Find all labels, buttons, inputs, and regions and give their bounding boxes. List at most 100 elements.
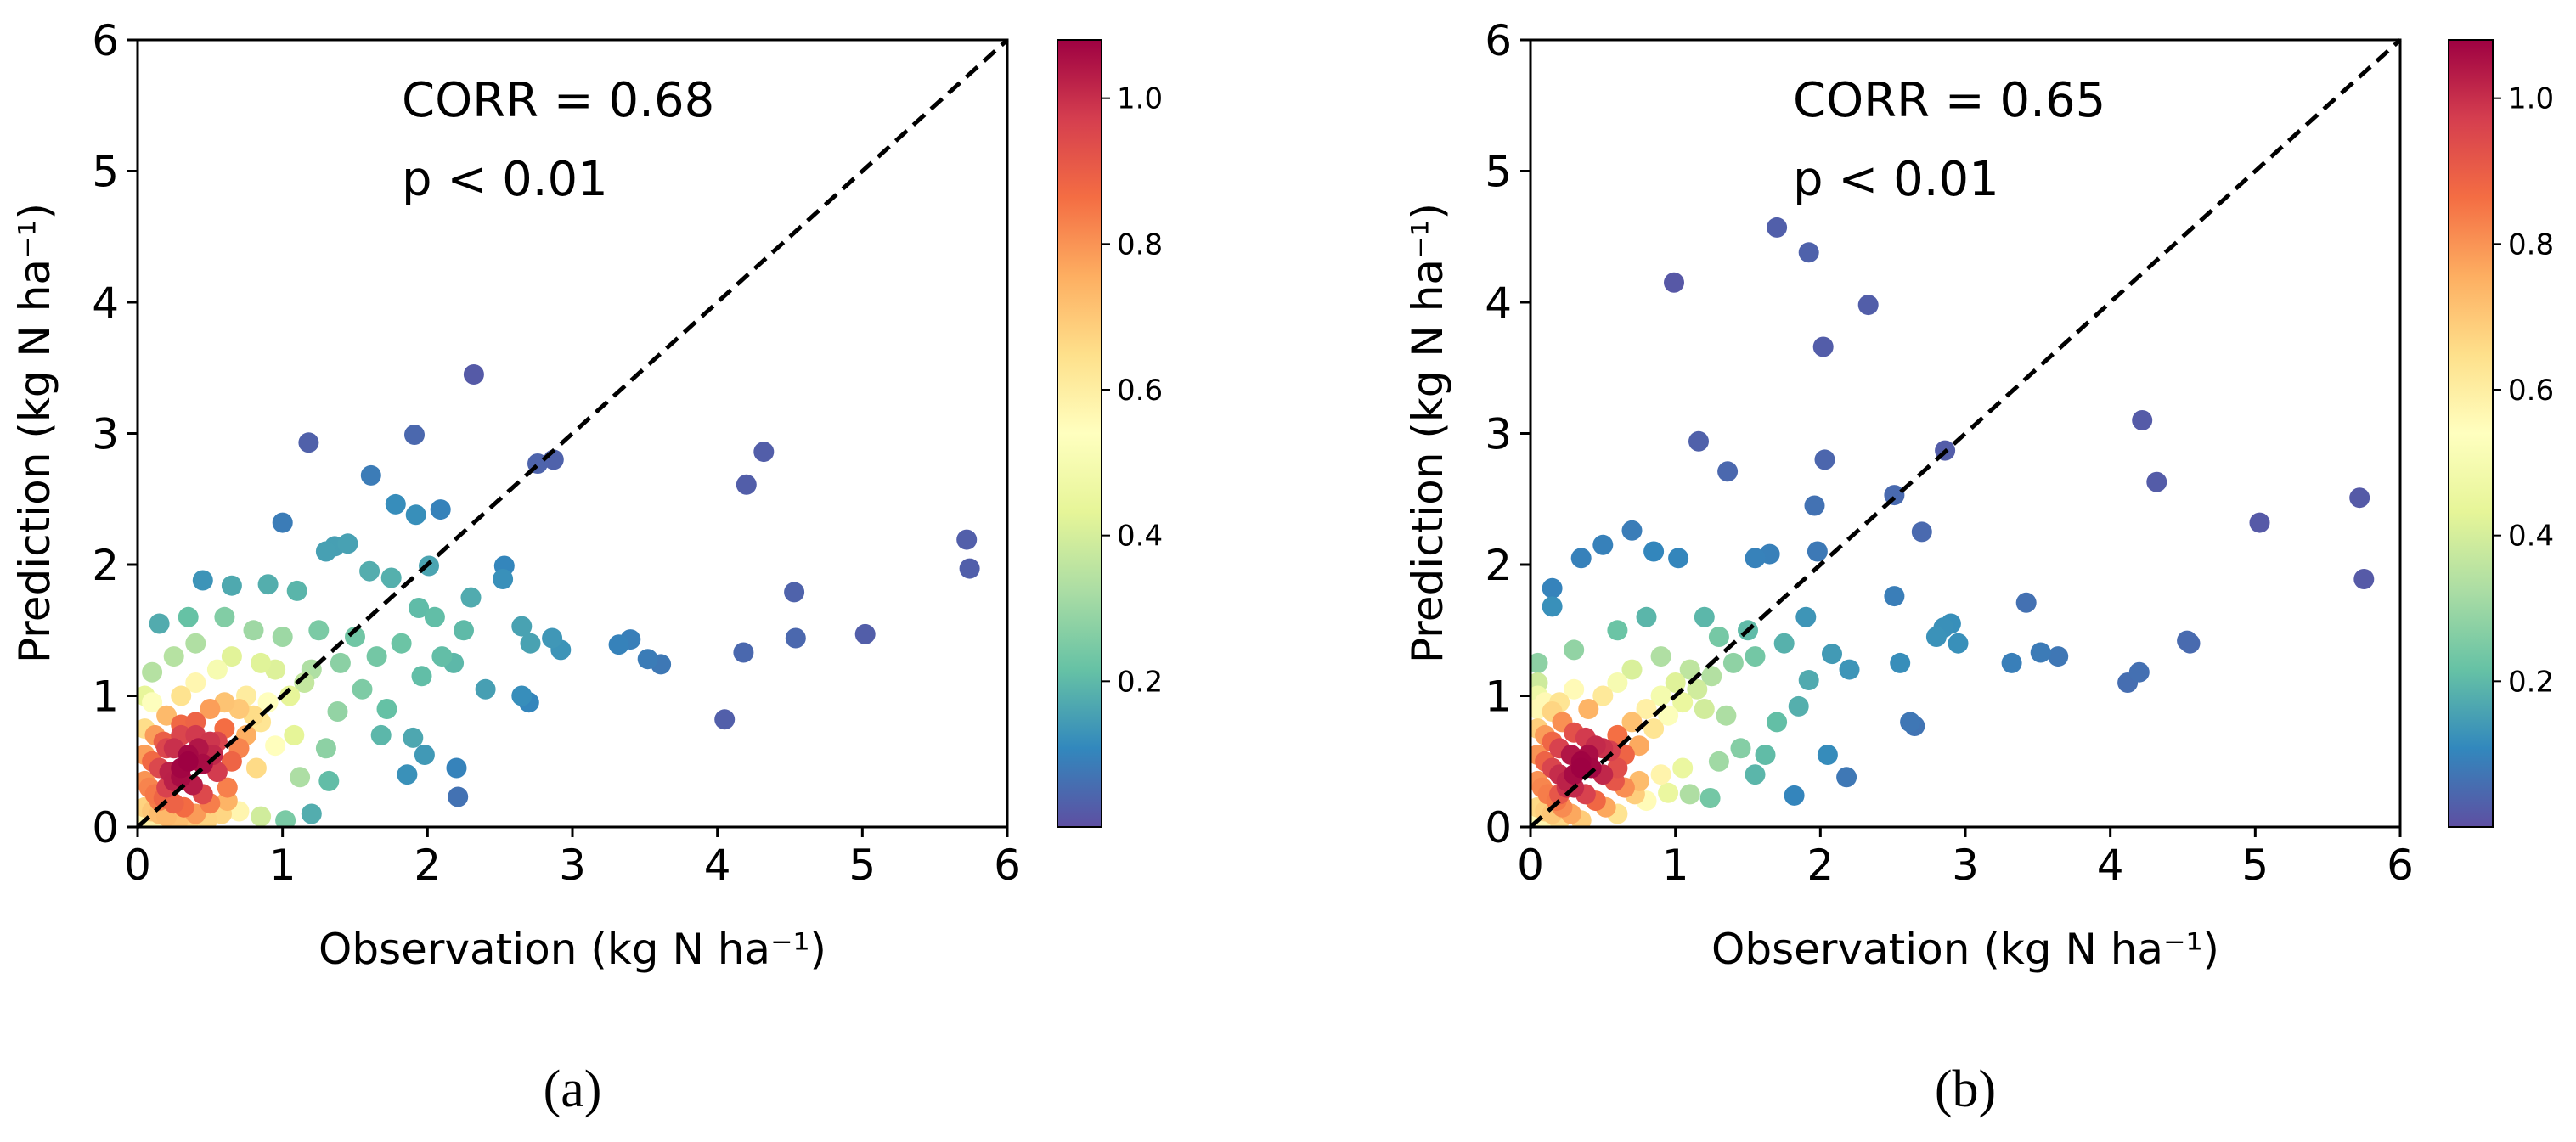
panel-b-scatter-point	[1890, 652, 1911, 673]
panel-a-scatter-point	[463, 364, 484, 385]
panel-a-scatter-point	[265, 735, 286, 757]
panel-b-scatter-point	[2132, 410, 2153, 430]
panel-a-scatter-point	[366, 646, 387, 667]
panel-a-scatter-point	[163, 793, 184, 814]
panel-b-scatter-point	[1708, 627, 1729, 647]
panel-a-scatter-point	[753, 442, 775, 463]
panel-b-scatter-point	[1650, 685, 1671, 706]
panel-b-scatter-point	[1745, 646, 1766, 667]
panel-b-scatter-point	[1679, 659, 1700, 680]
panel-a-scatter-point	[454, 620, 474, 641]
panel-a-scatter-point	[403, 727, 424, 748]
panel-b-xtick-label: 5	[2241, 841, 2269, 890]
panel-a-scatter-point	[221, 646, 242, 667]
panel-a-colorbar-tick-label: 0.6	[1117, 374, 1163, 408]
panel-b-corr-annotation: CORR = 0.65	[1793, 73, 2105, 128]
panel-b-xtick-label: 0	[1517, 841, 1544, 890]
panel-a-scatter-point	[784, 582, 805, 603]
panel-b-label: (b)	[1935, 1060, 1996, 1118]
panel-a-colorbar-ticks: 0.2 0.4 0.6 0.8 1.0	[1102, 82, 1163, 699]
panel-a-ytick-label: 6	[92, 16, 119, 65]
panel-a-scatter-point	[200, 699, 221, 719]
panel-b-scatter-point	[1687, 678, 1708, 700]
panel-a-scatter-point	[171, 685, 192, 706]
panel-a-scatter-point	[301, 803, 322, 824]
panel-a-scatter-point	[221, 575, 242, 596]
panel-b-scatter-point	[1688, 430, 1709, 452]
panel-b-scatter-point	[1607, 724, 1628, 745]
panel-a-xtick-label: 3	[559, 841, 586, 890]
panel-b-scatter-point	[1900, 712, 1921, 733]
panel-b-scatter-point	[2353, 569, 2375, 589]
panel-b-scatter-point	[2177, 630, 2198, 651]
panel-a-identity-line	[136, 38, 1009, 829]
panel-b-scatter-point	[1636, 606, 1657, 627]
panel-a-scatter-point	[409, 598, 430, 618]
panel-a-colorbar	[1057, 39, 1102, 828]
panel-a-scatter-point	[733, 642, 754, 663]
panel-a-scatter-point	[956, 529, 978, 550]
panel-b-scatter-point	[1636, 699, 1657, 719]
panel-b-ytick-label: 1	[1485, 672, 1512, 722]
panel-b-scatter-point	[1745, 548, 1766, 569]
panel-a-scatter-point	[206, 659, 228, 680]
panel-a-scatter-point	[163, 646, 184, 667]
panel-b-scatter-point	[1570, 548, 1592, 569]
panel-a-scatter-point	[275, 810, 296, 827]
panel-a-scatter-point	[315, 738, 336, 759]
panel-b-colorbar-ticks: 0.2 0.4 0.6 0.8 1.0	[2493, 82, 2554, 699]
panel-b-scatter-point	[1564, 678, 1585, 700]
panel-b-scatter-point	[1694, 606, 1715, 627]
panel-a-scatter-point	[308, 620, 330, 641]
panel-b-ytick-label: 0	[1485, 803, 1512, 852]
panel-a-x-axis-label: Observation (kg N ha⁻¹)	[318, 925, 826, 974]
panel-b-scatter-point	[1755, 745, 1776, 765]
panel-a-scatter-point	[446, 757, 467, 779]
panel-a-scatter-point	[475, 678, 496, 700]
panel-b-scatter-point	[2001, 652, 2022, 673]
panel-a-xtick-label: 6	[994, 841, 1021, 890]
panel-a-scatter-point	[370, 724, 392, 745]
panel-a-scatter-point	[286, 580, 307, 601]
panel-a-ytick-label: 3	[92, 410, 119, 459]
panel-a-scatter-point	[214, 606, 235, 627]
panel-a-scatter-point	[391, 633, 412, 654]
panel-b-colorbar-tick-label: 0.8	[2508, 228, 2554, 262]
panel-b-scatter-point	[1798, 670, 1819, 690]
panel-b-ytick-label: 6	[1485, 16, 1512, 65]
panel-a-scatter-point	[637, 649, 658, 670]
panel-b-scatter-point	[2015, 592, 2037, 613]
panel-b-scatter-point	[1621, 520, 1643, 541]
panel-b-scatter-point	[1716, 705, 1737, 726]
panel-a-scatter-point	[460, 587, 482, 608]
panel-a-colorbar-tick-label: 0.8	[1117, 228, 1163, 262]
panel-a-scatter-point	[318, 770, 340, 791]
panel-a-scatter-point	[345, 627, 365, 647]
panel-b-scatter-point	[1665, 672, 1686, 693]
panel-b-scatter-point	[1708, 751, 1729, 772]
panel-b-scatter-point	[1564, 639, 1585, 661]
panel-a-ytick-label: 5	[92, 148, 119, 197]
panel-a-pvalue-annotation: p < 0.01	[402, 152, 608, 207]
panel-b-scatter-point	[1607, 620, 1628, 641]
panel-b-scatter-point	[2349, 487, 2370, 509]
panel-a-ytick-label: 0	[92, 803, 119, 852]
panel-a-scatter-point	[272, 512, 293, 533]
panel-b-scatter-point	[1542, 577, 1563, 599]
panel-b-scatter-point	[2128, 661, 2150, 683]
panel-a-scatter-point	[149, 613, 170, 634]
panel-b-scatter-point	[1795, 606, 1817, 627]
panel-b-scatter-point	[1672, 692, 1694, 713]
panel-a-xtick-label: 0	[124, 841, 151, 890]
panel-a-scatter-point	[245, 757, 267, 779]
panel-b-scatter-point	[1798, 242, 1819, 263]
panel-b-scatter-point	[1822, 644, 1842, 665]
panel-b-colorbar-tick-label: 0.6	[2508, 374, 2554, 408]
panel-a-corr-annotation: CORR = 0.68	[402, 73, 714, 128]
panel-b-pvalue-annotation: p < 0.01	[1793, 152, 1999, 207]
panel-a-scatter-point	[221, 751, 242, 772]
panel-a-scatter-point	[411, 666, 432, 687]
panel-b-scatter-point	[1911, 521, 1932, 543]
panel-b-ytick-label: 4	[1485, 278, 1512, 328]
